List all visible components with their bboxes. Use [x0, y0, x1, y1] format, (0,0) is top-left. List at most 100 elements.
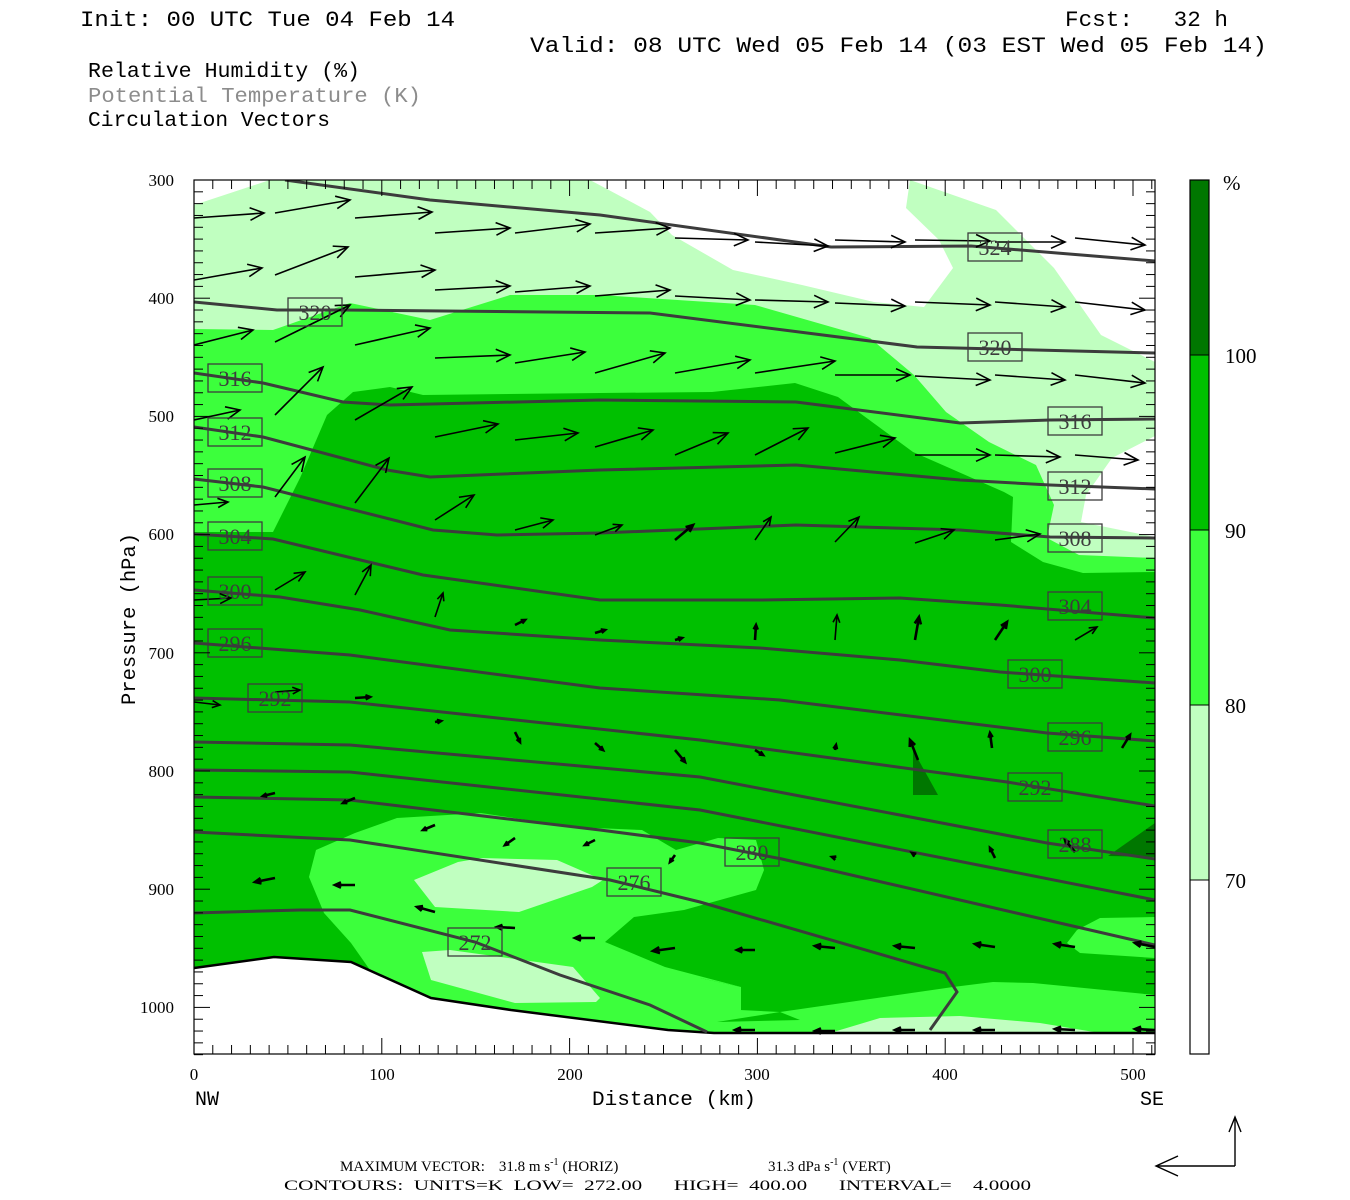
reference-vertical-arrowhead: [1228, 1115, 1242, 1133]
isentrope-label-box: [1047, 471, 1103, 501]
rh-below-70-region: [910, 180, 1155, 362]
vector-shaft: [1054, 1027, 1076, 1032]
vector-shaft: [594, 352, 666, 374]
isentrope-label-text: 320: [299, 300, 332, 325]
vector-arrow-icon: [993, 619, 1009, 641]
vector-head: [677, 636, 686, 642]
vector-head: [249, 206, 266, 221]
vector-arrow-icon: [194, 497, 230, 509]
vector-head: [396, 386, 414, 400]
isentrope-label: 304: [1047, 591, 1103, 621]
isentrope-300: [194, 588, 1155, 685]
vector-head: [890, 298, 907, 313]
vector-shaft: [514, 351, 586, 364]
vector-arrow-icon: [354, 386, 414, 421]
vector-arrow-icon: [668, 854, 677, 865]
x-tick-500: 500: [1120, 1065, 1146, 1084]
valid-time: Valid: 08 UTC Wed 05 Feb 14 (03 EST Wed …: [530, 34, 1267, 59]
colorbar-label-90: 90: [1225, 519, 1246, 543]
isentrope-lines: [194, 180, 1155, 1034]
isentrope-label: 296: [1047, 722, 1103, 752]
vector-arrow-icon: [754, 515, 773, 541]
vector-arrow-icon: [908, 737, 920, 761]
vector-shaft: [914, 529, 955, 544]
y-tick-500: 500: [149, 407, 175, 426]
vector-arrow-icon: [594, 742, 606, 753]
vector-arrow-icon: [502, 836, 516, 847]
vector-head: [219, 592, 233, 605]
vector-arrow-icon: [834, 234, 907, 249]
isentrope-label-box: [1047, 523, 1103, 553]
vector-arrow-icon: [251, 876, 276, 885]
vector-head: [291, 686, 302, 695]
vector-head: [1051, 1025, 1062, 1034]
vector-head: [913, 613, 923, 625]
vector-head: [987, 729, 994, 739]
vector-head: [735, 292, 752, 307]
vector-shaft: [354, 564, 372, 596]
isentrope-label: 324: [967, 232, 1023, 262]
isentrope-label: 300: [1007, 659, 1063, 689]
vector-head: [895, 367, 912, 383]
isentrope-304: [194, 532, 1155, 620]
isentrope-312: [194, 425, 1155, 491]
vector-shaft: [434, 423, 499, 438]
vector-shaft: [754, 299, 829, 303]
vector-head: [813, 294, 830, 309]
vector-head: [792, 427, 810, 441]
vector-head: [1050, 372, 1067, 387]
vector-shaft: [993, 621, 1009, 641]
vector-shaft: [514, 223, 591, 234]
vector-arrow-icon: [594, 221, 672, 236]
vector-shaft: [514, 519, 554, 531]
vector-arrow-icon: [832, 613, 841, 641]
vector-shaft: [274, 571, 306, 591]
isentrope-label-text: 272: [459, 930, 492, 955]
vector-shaft: [1134, 1027, 1155, 1032]
vector-head: [417, 206, 434, 221]
vector-head: [988, 845, 995, 853]
isentrope-label-box: [207, 417, 263, 447]
vector-arrow-icon: [811, 1027, 835, 1035]
vector-head: [575, 280, 592, 295]
vector-arrow-icon: [987, 729, 994, 749]
max-vector-label: MAXIMUM VECTOR:: [340, 1159, 485, 1175]
max-vert-tag: (VERT): [842, 1159, 890, 1175]
x-tick-400: 400: [932, 1065, 958, 1084]
vector-shaft: [434, 592, 444, 618]
vector-arrow-icon: [1062, 837, 1076, 853]
isentrope-272: [194, 908, 708, 1034]
axis-ticks: [193, 179, 1155, 1056]
isentrope-label-text: 296: [1059, 725, 1092, 750]
vector-arrow-icon: [434, 348, 512, 363]
vector-arrow-icon: [828, 855, 837, 861]
vector-arrow-icon: [571, 934, 595, 942]
colorbar-segment-below-70: [1190, 880, 1209, 1054]
isentrope-292: [194, 696, 1155, 808]
vector-head: [217, 497, 230, 509]
vector-head: [293, 570, 307, 582]
isentrope-label-box: [724, 837, 780, 867]
vector-head: [752, 621, 759, 631]
vector-arrow-icon: [514, 347, 587, 364]
vector-shaft: [994, 533, 1041, 541]
vector-shaft: [894, 944, 916, 950]
vector-head: [458, 493, 476, 509]
vector-head: [820, 356, 837, 370]
vector-shaft: [354, 457, 390, 504]
vector-shaft: [834, 437, 896, 454]
vector-shaft: [814, 944, 836, 950]
vector-arrow-icon: [674, 292, 752, 307]
isentrope-296: [194, 641, 1155, 743]
rh-100-region: [913, 750, 938, 795]
x-tick-200: 200: [557, 1065, 583, 1084]
vector-shaft: [674, 359, 751, 374]
isentrope-label-box: [1047, 591, 1103, 621]
isentrope-label: 316: [207, 363, 263, 393]
vector-arrow-icon: [1120, 732, 1132, 749]
vector-arrow-icon: [434, 221, 512, 236]
isentrope-288: [194, 740, 1155, 861]
vector-arrow-icon: [1074, 236, 1147, 251]
vector-head: [848, 515, 861, 529]
max-vert-exp: -1: [830, 1157, 838, 1168]
